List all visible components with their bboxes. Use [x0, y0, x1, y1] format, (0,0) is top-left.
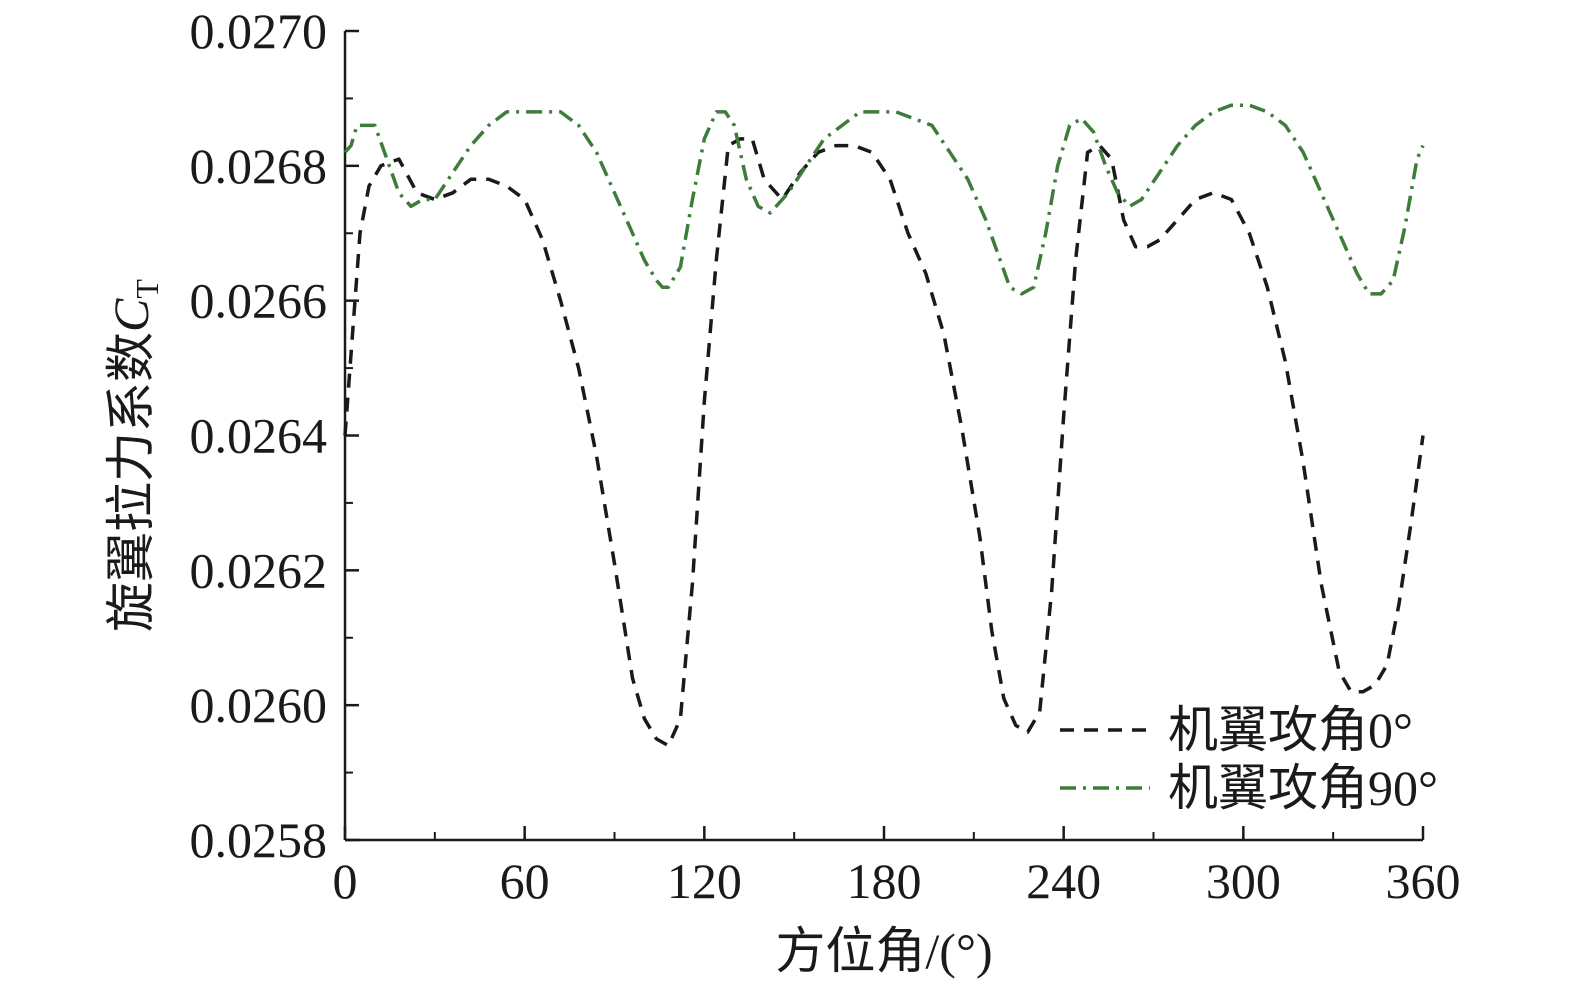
- y-tick-label: 0.0268: [190, 138, 328, 194]
- y-axis-title-text: 旋翼拉力系数: [103, 332, 159, 632]
- legend-label-1: 机翼攻角90°: [1168, 760, 1438, 816]
- x-tick-label: 360: [1386, 853, 1461, 909]
- x-axis-title: 方位角/(°): [775, 923, 992, 979]
- x-tick-label: 120: [667, 853, 742, 909]
- y-tick-label: 0.0258: [190, 812, 328, 868]
- x-tick-label: 240: [1026, 853, 1101, 909]
- y-tick-label: 0.0260: [190, 677, 328, 733]
- y-axis-title-symbol: C: [103, 298, 159, 332]
- y-tick-labels: 0.0258 0.0260 0.0262 0.0264 0.0266 0.0268 0.02…: [190, 3, 328, 868]
- y-tick-label: 0.0270: [190, 3, 328, 59]
- x-tick-labels: 0 60 120 180 240 300 360: [333, 853, 1461, 909]
- x-tick-label: 300: [1206, 853, 1281, 909]
- x-tick-label: 180: [847, 853, 922, 909]
- legend: 机翼攻角0°机翼攻角90°: [1060, 702, 1438, 816]
- series-lines: [343, 103, 1425, 748]
- y-tick-label: 0.0262: [190, 542, 328, 598]
- series-line-0: [343, 137, 1425, 748]
- y-axis-title-subscript: T: [129, 279, 165, 299]
- y-tick-label: 0.0264: [190, 408, 328, 464]
- x-tick-label: 60: [500, 853, 550, 909]
- legend-label-0: 机翼攻角0°: [1168, 702, 1413, 758]
- series-line-1: [343, 103, 1425, 296]
- minor-ticks: [345, 97, 1335, 840]
- x-tick-label: 0: [333, 853, 358, 909]
- y-axis-title: 旋翼拉力系数CT: [103, 279, 165, 632]
- y-tick-label: 0.0266: [190, 273, 328, 329]
